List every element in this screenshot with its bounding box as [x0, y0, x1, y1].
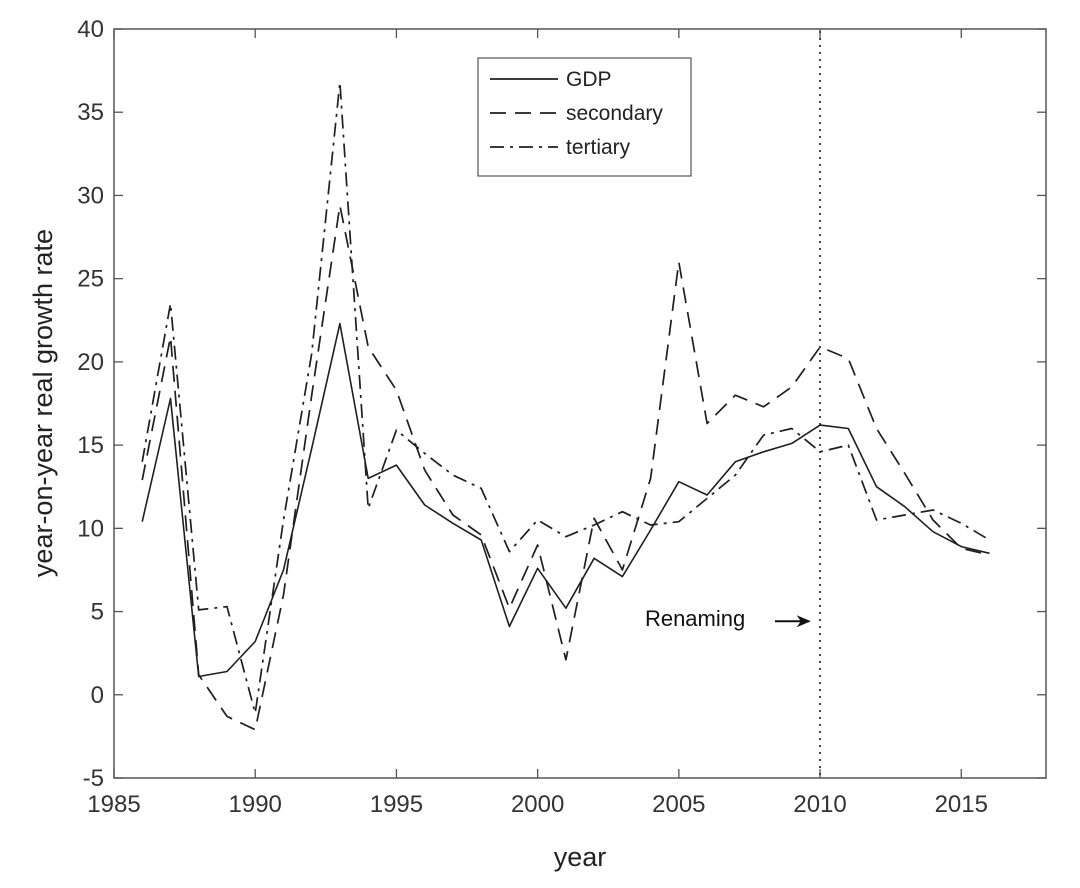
x-tick-label: 1990	[229, 791, 282, 818]
renaming-label: Renaming	[645, 606, 745, 631]
series-lines	[141, 81, 990, 731]
y-tick-label: 15	[77, 432, 104, 459]
y-tick-label: -5	[83, 765, 104, 792]
renaming-annotation: Renaming	[645, 606, 811, 631]
x-tick-label: 2015	[935, 791, 988, 818]
x-axis-title: year	[554, 842, 607, 872]
y-axis-title: year-on-year real growth rate	[28, 229, 58, 577]
x-tick-label: 1995	[370, 791, 423, 818]
x-axis: 1985 1990 1995 2000 2005 2010 2015	[87, 29, 988, 818]
legend: GDP secondary tertiary	[477, 57, 692, 177]
x-tick-label: 1985	[87, 791, 140, 818]
x-tick-label: 2005	[652, 791, 705, 818]
legend-box	[477, 57, 692, 177]
x-tick-label: 2000	[511, 791, 564, 818]
y-tick-label: 0	[91, 682, 104, 709]
series-line-secondary	[141, 204, 990, 731]
y-tick-label: 5	[91, 599, 104, 626]
y-tick-label: 10	[77, 515, 104, 542]
y-tick-label: 40	[77, 16, 104, 43]
legend-label-tertiary: tertiary	[566, 136, 631, 159]
series-line-tertiary	[141, 81, 990, 714]
y-tick-label: 20	[77, 349, 104, 376]
legend-label-secondary: secondary	[566, 102, 663, 125]
y-tick-label: 35	[77, 99, 104, 126]
series-line-GDP	[141, 322, 990, 678]
y-tick-label: 25	[77, 266, 104, 293]
y-tick-label: 30	[77, 182, 104, 209]
legend-label-GDP: GDP	[566, 68, 612, 91]
x-tick-label: 2010	[793, 791, 846, 818]
y-axis: -5 0 5 10 15 20 25 30 35 40	[77, 16, 1046, 792]
